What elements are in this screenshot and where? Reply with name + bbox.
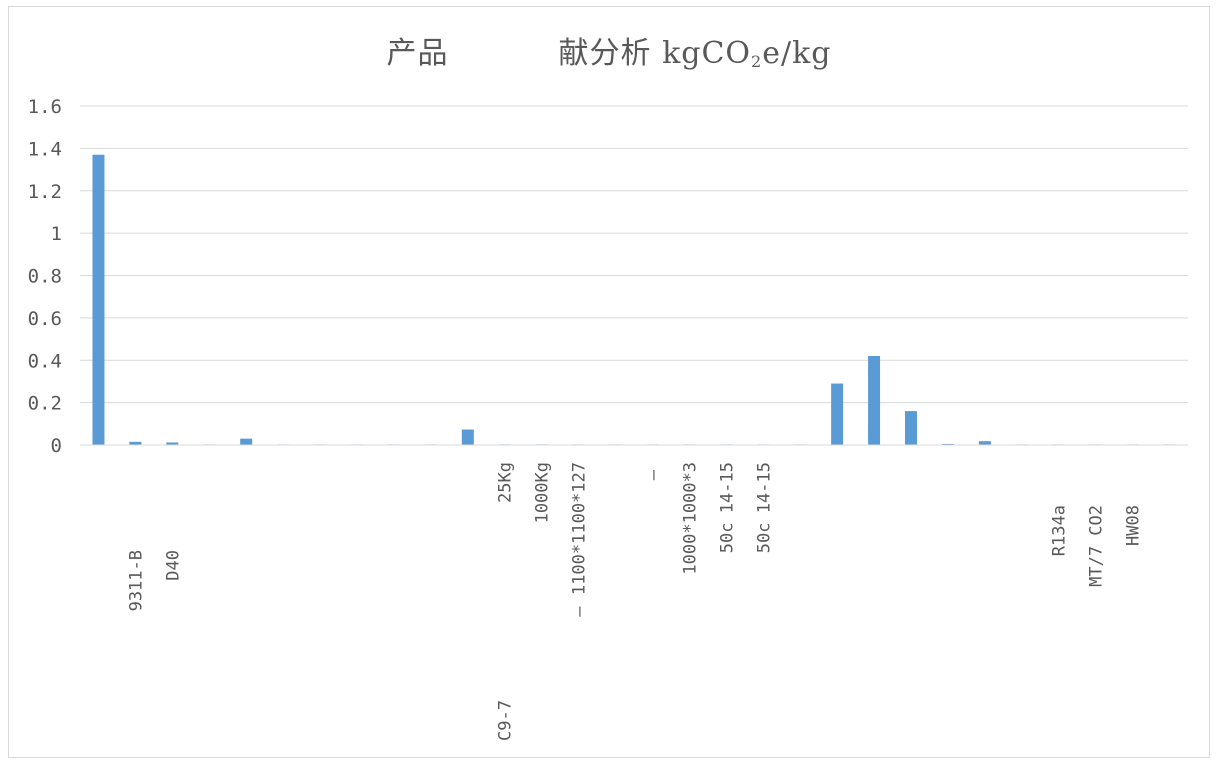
x-tick-label: 14-15 xyxy=(754,462,774,513)
chart-title-part3: e/kg xyxy=(762,36,832,71)
x-tick-label: 1000Kg xyxy=(533,462,553,523)
y-tick-label: 0.8 xyxy=(28,266,62,288)
x-tick-label-extra: 50c xyxy=(717,523,737,554)
y-tick-label: 0.4 xyxy=(28,350,62,372)
y-tick-label: 1.6 xyxy=(28,96,62,118)
bars xyxy=(92,154,1176,445)
bar xyxy=(905,411,917,445)
bar xyxy=(166,442,179,445)
x-tick-label: 1000*1000*3 xyxy=(680,462,700,575)
x-tick-label: 25Kg xyxy=(496,462,516,503)
x-tick-label: D40 xyxy=(163,550,183,581)
bar xyxy=(461,429,474,445)
x-tick-label: R134a xyxy=(1050,505,1070,556)
y-tick-label: 1 xyxy=(51,223,62,245)
bar xyxy=(868,356,881,445)
chart-title-subscript: 2 xyxy=(751,52,763,71)
x-tick-label-extra: — xyxy=(570,606,590,617)
y-tick-label: 0.6 xyxy=(28,308,62,330)
x-tick-label-extra: — xyxy=(643,469,663,480)
bar xyxy=(240,438,253,445)
y-tick-label: 1.2 xyxy=(28,181,62,203)
y-tick-label: 0.2 xyxy=(28,393,62,415)
y-tick-label: 1.4 xyxy=(28,138,62,160)
x-tick-label: MT/7 CO2 xyxy=(1087,505,1107,587)
x-tick-label-extra: C9-7 xyxy=(496,700,516,741)
x-tick-label-extra: 50c xyxy=(754,523,774,554)
x-tick-label: 14-15 xyxy=(717,462,737,513)
bar xyxy=(129,441,142,445)
chart-frame xyxy=(8,6,1210,758)
x-tick-label: HW08 xyxy=(1124,505,1144,546)
y-axis-tick-labels: 0 0.2 0.4 0.6 0.8 1 1.2 1.4 1.6 xyxy=(28,96,62,457)
chart-title-part2: 献分析 kgCO xyxy=(558,36,752,71)
bar xyxy=(978,441,991,445)
x-tick-label: 1100*1100*127 xyxy=(570,462,590,595)
bar xyxy=(831,383,844,445)
gridlines xyxy=(80,105,1188,404)
x-tick-label: 9311-B xyxy=(126,550,146,611)
bar xyxy=(92,154,105,445)
chart-title-part1: 产品 xyxy=(386,36,449,71)
chart-title: 产品 献分析 kgCO2e/kg xyxy=(0,28,1218,72)
x-axis-tick-labels: 9311-B D40 25Kg 1000Kg 1100*1100*127 1000*100… xyxy=(126,462,1143,741)
y-tick-label: 0 xyxy=(51,435,62,457)
bar xyxy=(941,443,954,445)
